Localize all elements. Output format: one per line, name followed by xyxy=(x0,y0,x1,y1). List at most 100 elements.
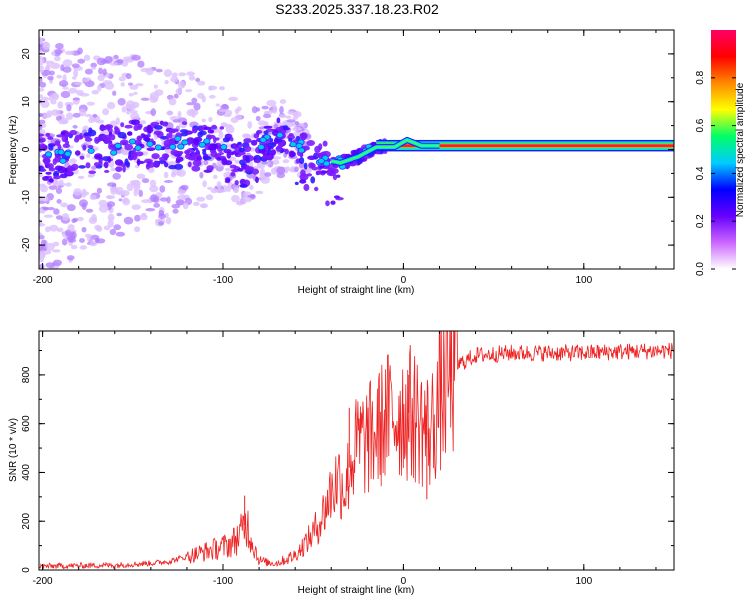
spectrogram-noise-blob xyxy=(145,67,154,76)
spectrogram-noise-blob xyxy=(278,114,287,119)
spectrogram-noise-blob xyxy=(244,197,252,203)
spectrogram-blob xyxy=(265,128,275,132)
spectrogram-noise-blob xyxy=(62,59,73,67)
spectrogram-noise-blob xyxy=(202,180,207,188)
spectrogram-bright-blob xyxy=(169,143,177,150)
spectrogram-noise-blob xyxy=(81,193,87,198)
spectrogram-blob xyxy=(239,183,248,188)
spectrogram-blob xyxy=(191,127,198,134)
spectrogram-blob xyxy=(65,171,72,176)
spectrogram-blob xyxy=(161,153,170,159)
spectrogram-blob xyxy=(221,158,228,166)
spectrogram-blob xyxy=(322,140,328,147)
spectrogram-noise-blob xyxy=(253,165,261,169)
spectrogram-noise-blob xyxy=(234,186,239,193)
spectrogram-blob xyxy=(325,200,330,207)
spectrogram-noise-blob xyxy=(292,126,302,132)
spectrogram-blob xyxy=(164,162,169,168)
spectrogram-blob xyxy=(175,156,184,162)
spectrogram-blob xyxy=(203,126,212,130)
spectrogram-noise-blob xyxy=(266,99,277,107)
spectrogram-blob xyxy=(115,166,123,173)
spectrogram-noise-blob xyxy=(92,113,98,118)
spectrogram-noise-blob xyxy=(74,81,83,86)
spectrogram-blob xyxy=(288,133,294,137)
spectrogram-bright-blob xyxy=(110,149,118,156)
spectrogram-blob xyxy=(321,170,328,174)
spectrogram-noise-blob xyxy=(55,215,63,220)
spectrogram-noise-blob xyxy=(159,197,168,202)
spectrogram-blob xyxy=(39,143,46,148)
spectrogram-noise-blob xyxy=(39,57,45,66)
spectrogram-noise-blob xyxy=(260,161,268,165)
spectrogram-blob xyxy=(288,137,293,142)
spectrogram-blob xyxy=(103,161,109,169)
figure-title: S233.2025.337.18.23.R02 xyxy=(275,1,439,17)
colorbar-tick-label: 0.0 xyxy=(695,262,706,276)
spectrogram-noise-blob xyxy=(102,108,110,116)
spectrogram-blob xyxy=(191,147,199,151)
spectrogram-noise-blob xyxy=(96,187,102,194)
spectrogram-noise-blob xyxy=(79,199,88,208)
spectrogram-blob xyxy=(199,125,204,133)
spectrogram-bright-blob xyxy=(181,139,189,146)
spectrogram-noise-blob xyxy=(126,183,134,192)
spectrogram-bright-blob xyxy=(128,138,136,145)
spectrogram-noise-blob xyxy=(84,233,93,238)
spectrogram-noise-blob xyxy=(118,198,123,202)
spectrogram-noise-blob xyxy=(96,57,106,66)
snr-y-tick-label: 200 xyxy=(21,512,32,529)
spectrogram-noise-blob xyxy=(86,153,91,158)
spectrogram-noise-blob xyxy=(39,119,46,125)
snr-panel: -200 -100 0 100 0 200 400 600 800 Height of str… xyxy=(8,330,675,596)
spectrogram-noise-blob xyxy=(106,201,116,208)
spectrogram-blob xyxy=(133,125,139,131)
spectrogram-blob xyxy=(85,162,91,169)
spectrogram-noise-blob xyxy=(177,81,186,89)
spectrogram-noise-blob xyxy=(55,43,64,50)
spectrogram-blob xyxy=(39,133,45,137)
spectrogram-noise-blob xyxy=(186,71,195,76)
spectrogram-noise-blob xyxy=(201,203,207,209)
spectrogram-blob xyxy=(127,131,132,136)
spectrogram-blob xyxy=(206,165,214,171)
spectrogram-noise-blob xyxy=(76,216,84,222)
spectrogram-bright-blob xyxy=(59,157,67,164)
spectrogram-noise-blob xyxy=(203,159,209,166)
spectrogram-blob xyxy=(119,139,129,146)
snr-x-tick-label: 100 xyxy=(575,576,592,587)
spectrogram-noise-blob xyxy=(49,224,59,232)
spectrogram-blob xyxy=(131,119,140,126)
spectrogram-noise-blob xyxy=(39,200,46,204)
spectrogram-noise-blob xyxy=(219,86,225,91)
spectrogram-blob xyxy=(294,181,299,186)
spectrogram-blob xyxy=(303,162,308,170)
spectrogram-blob xyxy=(252,168,259,175)
spectrogram-noise-blob xyxy=(159,185,166,193)
snr-y-tick-label: 400 xyxy=(21,464,32,481)
spectrogram-blob xyxy=(170,149,179,156)
spectrogram-noise-blob xyxy=(282,159,290,164)
spectrogram-noise-blob xyxy=(72,112,81,118)
spectrogram-noise-blob xyxy=(145,208,156,212)
spectrogram-noise-blob xyxy=(77,58,85,64)
spectrogram-blob xyxy=(187,161,192,168)
spectrogram-noise-blob xyxy=(39,263,45,269)
spectrogram-noise-blob xyxy=(133,183,141,192)
spectrogram-noise-blob xyxy=(137,60,145,68)
spectrogram-blob xyxy=(146,147,156,152)
spectrogram-noise-blob xyxy=(115,117,121,125)
spectrogram-noise-blob xyxy=(125,73,132,80)
spectrogram-noise-blob xyxy=(104,56,113,64)
spectrogram-noise-blob xyxy=(134,226,141,233)
spectrogram-blob xyxy=(333,195,340,199)
spectrogram-noise-blob xyxy=(207,186,213,190)
spectrogram-blob xyxy=(136,160,145,164)
spectrogram-noise-blob xyxy=(45,242,55,251)
spectrogram-x-tick-label: -200 xyxy=(33,275,53,286)
spectrogram-blob xyxy=(150,121,160,126)
spectrogram-noise-blob xyxy=(39,69,44,73)
spectrogram-blob xyxy=(40,167,45,172)
spectrogram-noise-blob xyxy=(205,194,214,201)
spectrogram-blob xyxy=(109,134,116,141)
